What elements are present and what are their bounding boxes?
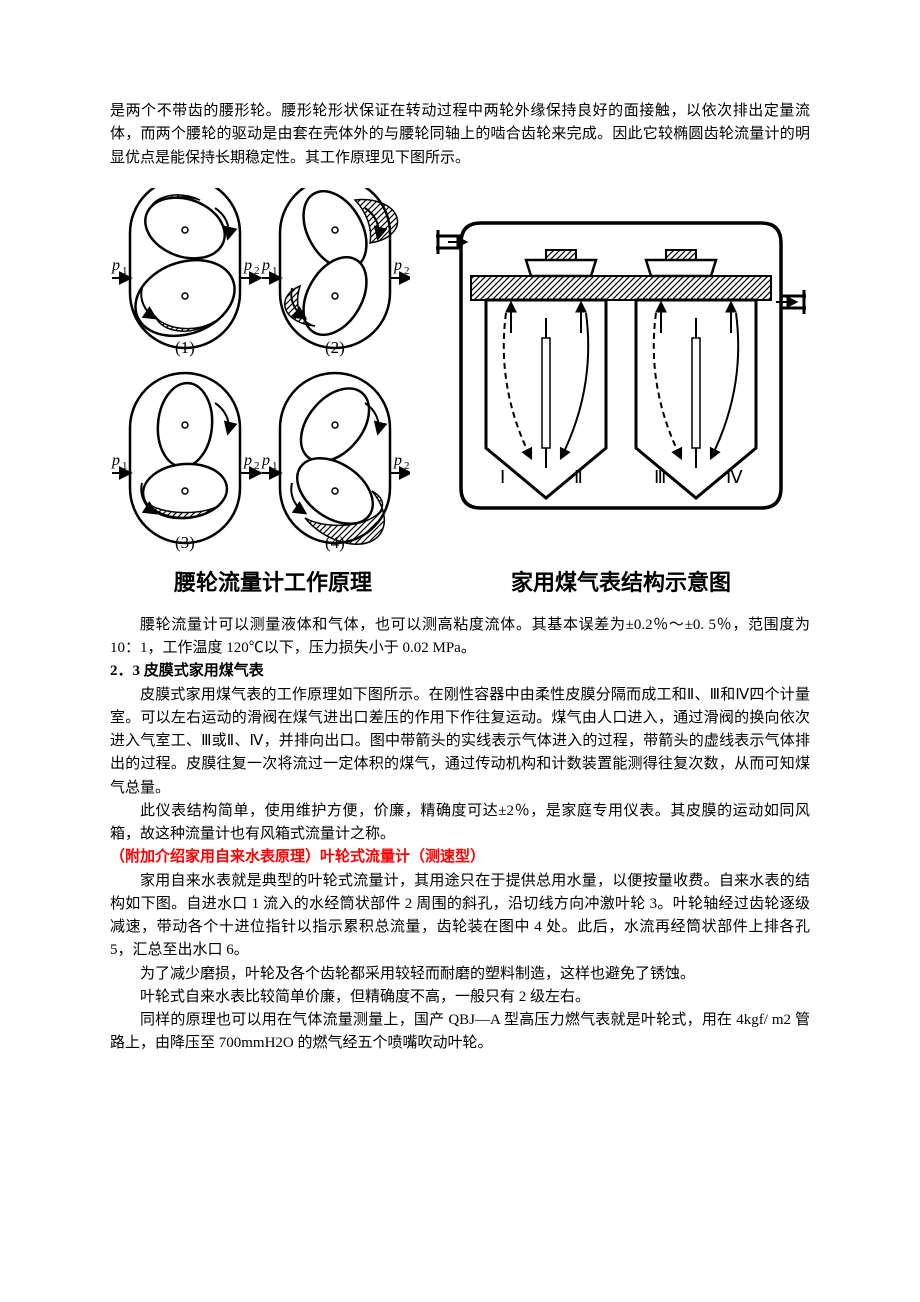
- svg-text:p: p: [111, 257, 120, 274]
- sublabel-2: (2): [325, 338, 345, 357]
- sublabel-1: (1): [175, 338, 195, 357]
- figure-left: p1 p2 (1): [110, 188, 410, 558]
- roots-meter-diagram: p1 p2 (1): [110, 188, 410, 558]
- paragraph-water-3: 叶轮式自来水表比较简单价廉，但精确度不高，一般只有 2 级左右。: [110, 986, 810, 1009]
- paragraph-water-4: 同样的原理也可以用在气体流量测量上，国产 QBJ—A 型高压力燃气表就是叶轮式，…: [110, 1009, 810, 1056]
- svg-text:1: 1: [122, 460, 128, 472]
- heading-23: 2．3 皮膜式家用煤气表: [110, 660, 810, 683]
- figure-right: Ⅰ Ⅱ Ⅲ Ⅳ: [436, 188, 806, 558]
- chamber-label-2: Ⅱ: [574, 467, 583, 487]
- sublabel-4: (4): [325, 533, 345, 552]
- chamber-label-3: Ⅲ: [654, 467, 666, 487]
- chamber-label-4: Ⅳ: [726, 467, 743, 487]
- svg-text:2: 2: [254, 460, 260, 472]
- chamber-label-1: Ⅰ: [500, 467, 505, 487]
- svg-text:1: 1: [272, 265, 278, 277]
- paragraph-23-2: 此仪表结构简单，使用维护方便，价廉，精确度可达±2％，是家庭专用仪表。其皮膜的运…: [110, 800, 810, 847]
- paragraph-water-1: 家用自来水表就是典型的叶轮式流量计，其用途只在于提供总用水量，以便按量收费。自来…: [110, 870, 810, 963]
- paragraph-water-2: 为了减少磨损，叶轮及各个齿轮都采用较轻而耐磨的塑料制造，这样也避免了锈蚀。: [110, 963, 810, 986]
- svg-text:2: 2: [404, 265, 410, 277]
- figure-block: p1 p2 (1): [110, 188, 810, 558]
- paragraph-after-fig: 腰轮流量计可以测量液体和气体，也可以测高粘度流体。其基本误差为±0.2％～±0.…: [110, 614, 810, 661]
- svg-text:1: 1: [122, 265, 128, 277]
- paragraph-top: 是两个不带齿的腰形轮。腰形轮形状保证在转动过程中两轮外缘保持良好的面接触，以依次…: [110, 100, 810, 170]
- heading-red: （附加介绍家用自来水表原理）叶轮式流量计（测速型）: [110, 846, 810, 869]
- gas-meter-diagram: Ⅰ Ⅱ Ⅲ Ⅳ: [436, 188, 806, 558]
- page: 是两个不带齿的腰形轮。腰形轮形状保证在转动过程中两轮外缘保持良好的面接触，以依次…: [0, 0, 920, 1136]
- svg-text:p: p: [111, 452, 120, 469]
- svg-text:2: 2: [404, 460, 410, 472]
- svg-text:p: p: [261, 452, 270, 469]
- sublabel-3: (3): [175, 533, 195, 552]
- caption-left: 腰轮流量计工作原理: [110, 566, 436, 600]
- svg-text:p: p: [243, 452, 252, 469]
- svg-text:2: 2: [254, 265, 260, 277]
- svg-text:1: 1: [272, 460, 278, 472]
- caption-right: 家用煤气表结构示意图: [436, 566, 806, 600]
- svg-text:p: p: [261, 257, 270, 274]
- paragraph-23-1: 皮膜式家用煤气表的工作原理如下图所示。在刚性容器中由柔性皮膜分隔而成工和Ⅱ、Ⅲ和…: [110, 684, 810, 800]
- svg-text:p: p: [393, 452, 402, 469]
- svg-text:p: p: [243, 257, 252, 274]
- svg-text:p: p: [393, 257, 402, 274]
- caption-row: 腰轮流量计工作原理 家用煤气表结构示意图: [110, 566, 810, 600]
